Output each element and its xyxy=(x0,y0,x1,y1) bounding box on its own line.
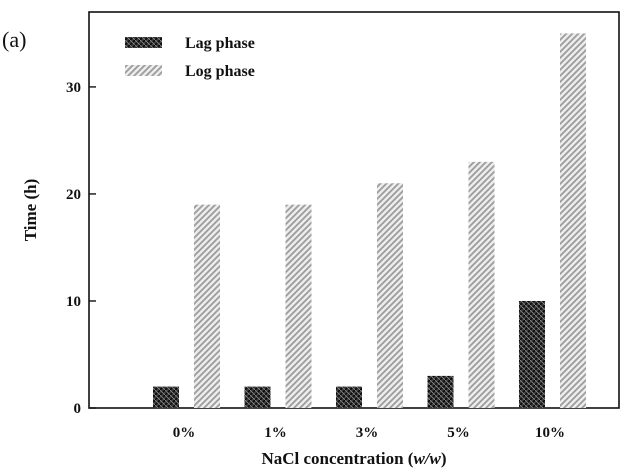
x-tick-label: 1% xyxy=(264,425,287,441)
x-tick-label: 0% xyxy=(173,425,196,441)
bar-log-phase xyxy=(285,204,312,408)
bar-log-phase xyxy=(560,33,586,409)
bars xyxy=(153,33,586,409)
legend: Lag phase Log phase xyxy=(125,35,255,80)
x-axis-title-italic: w/w xyxy=(413,449,441,468)
x-axis-title-main: NaCl concentration ( xyxy=(261,449,413,468)
legend-label-log: Log phase xyxy=(185,63,255,80)
bar-log-phase xyxy=(194,204,220,408)
x-axis: 0% 1% 3% 5% 10% xyxy=(173,425,565,441)
x-tick-label: 3% xyxy=(356,425,379,441)
bar-lag-phase xyxy=(153,386,179,408)
y-tick-label: 30 xyxy=(66,80,81,96)
bar-lag-phase xyxy=(336,386,362,408)
legend-swatch-lag xyxy=(125,37,162,48)
bar-lag-phase xyxy=(427,375,454,408)
y-axis: 0 10 20 30 xyxy=(66,80,96,417)
bar-lag-phase xyxy=(244,386,271,408)
x-axis-title-suffix: ) xyxy=(441,449,447,468)
panel-label: (a) xyxy=(2,27,26,52)
y-tick-label: 20 xyxy=(66,187,81,203)
y-tick-label: 10 xyxy=(66,294,81,310)
y-tick-label: 0 xyxy=(74,401,82,417)
y-axis-title: Time (h) xyxy=(21,179,40,242)
bar-log-phase xyxy=(377,183,403,408)
x-tick-label: 5% xyxy=(447,425,470,441)
bar-lag-phase xyxy=(519,300,545,408)
legend-label-lag: Lag phase xyxy=(185,35,255,52)
legend-swatch-log xyxy=(125,65,162,76)
x-axis-title: NaCl concentration (w/w) xyxy=(261,449,446,468)
x-tick-label: 10% xyxy=(535,425,565,441)
bar-log-phase xyxy=(468,161,495,408)
